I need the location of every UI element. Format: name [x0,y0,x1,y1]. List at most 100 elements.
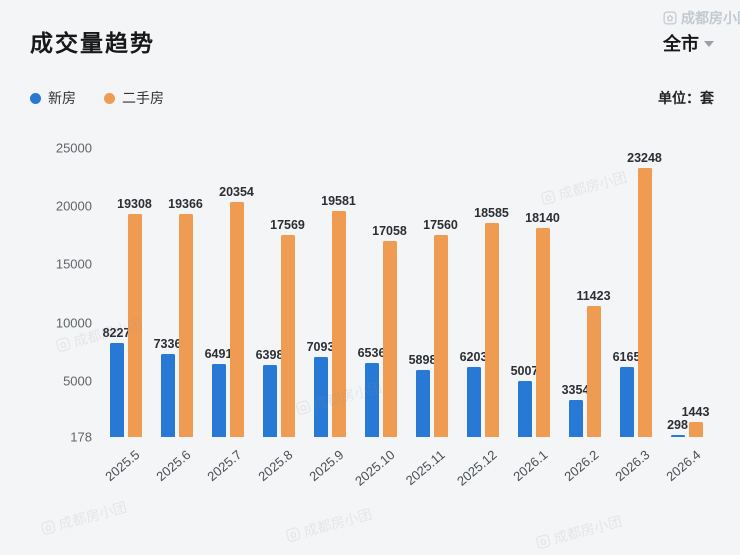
bar-value-label: 17560 [423,217,458,232]
bar-group: 6398 17569 [253,148,305,437]
bar-resale-homes: 11423 [576,289,611,437]
x-axis-cell: 2025.6 [151,441,202,511]
bar-resale-homes: 17560 [423,218,458,437]
x-axis-cell: 2025.9 [304,441,355,511]
bar-value-label: 20354 [219,185,254,200]
house-logo-icon [286,527,301,542]
watermark: 成都房小团 [663,8,740,28]
bar-value-label: 6536 [357,346,386,360]
bar-value-label: 6203 [459,349,488,364]
bar-new-homes: 7093 [307,340,334,437]
bar-value-label: 11423 [576,289,611,304]
bar-value-label: 17569 [270,217,305,232]
watermark: 成都房小团 [534,511,624,553]
page-title: 成交量趋势 [30,30,155,56]
bar-new-homes: 5898 [409,353,436,437]
watermark-text: 成都房小团 [551,512,624,547]
x-axis-label: 2025.12 [453,447,500,489]
x-axis-label: 2025.8 [255,447,296,485]
bar-value-label: 298 [667,417,688,432]
bar-resale-homes: 20354 [219,185,254,437]
bar-value-label: 19366 [168,196,203,211]
y-axis-label: 5000 [63,373,92,389]
bar-value-label: 6491 [204,346,233,361]
bar-value-label: 7093 [306,339,335,354]
x-axis-cell: 2025.12 [453,441,508,511]
legend-item-new-homes[interactable]: 新房 [30,88,76,108]
x-axis-label: 2025.6 [153,447,194,485]
x-axis-cell: 2025.7 [202,441,253,511]
legend-dot-new-homes [30,92,41,104]
unit-label: 单位：套 [658,90,714,106]
x-axis-label: 2025.10 [351,447,398,489]
bar-new-homes: 298 [667,418,688,437]
x-axis-label: 2025.5 [102,447,143,485]
bar-resale-homes: 18585 [474,206,509,437]
bar-new-homes: 6536 [358,346,385,437]
x-axis-label: 2026.2 [561,447,602,485]
x-axis-cell: 2026.2 [559,441,610,511]
x-axis-label: 2026.4 [663,447,704,485]
bar-group: 298 1443 [661,148,712,437]
x-axis-cell: 2026.1 [508,441,559,511]
city-scope-dropdown[interactable]: 全市 [663,30,714,56]
x-axis-label: 2026.1 [510,447,551,485]
bar-value-label: 19308 [117,197,152,212]
y-axis-label: 25000 [55,140,92,156]
bar-resale-homes: 19308 [117,197,152,437]
bar-new-homes: 6203 [460,350,487,437]
x-axis-cell: 2025.8 [253,441,304,511]
bar-value-label: 23248 [627,151,662,166]
bar-group: 5007 18140 [508,148,560,437]
bar-value-label: 8227 [102,326,131,341]
bar-resale-homes: 17569 [270,218,305,437]
x-axis-cell: 2025.11 [403,441,457,511]
bar-group: 6536 17058 [355,148,407,437]
x-axis-cell: 2025.10 [351,441,406,511]
bar-value-label: 17058 [372,223,407,238]
bar-value-label: 5898 [408,353,437,368]
plot-area: 8227 19308 7336 19366 6491 20354 6398 17569 7093… [100,148,712,437]
bar-group: 7093 19581 [304,148,356,437]
bar-value-label: 6165 [612,350,641,365]
bar-new-homes: 6165 [613,350,640,437]
y-axis-label: 10000 [55,315,92,331]
watermark-text: 成都房小团 [681,10,740,26]
x-axis-label: 2025.11 [403,447,449,489]
city-scope-label: 全市 [663,34,699,54]
bar-group: 8227 19308 [100,148,152,437]
y-axis-label: 15000 [55,256,92,272]
bar-group: 3354 11423 [559,148,611,437]
house-logo-icon [536,534,551,549]
bar-group: 6203 18585 [457,148,509,437]
bar-new-homes: 7336 [154,337,181,437]
x-axis-cell: 2026.4 [661,441,712,511]
x-axis-label: 2026.3 [612,447,653,485]
bar-new-homes: 6491 [205,347,232,437]
legend-label: 新房 [48,90,76,106]
bar-resale-homes: 17058 [372,224,407,437]
x-axis-label: 2025.7 [204,447,245,485]
bar-resale-homes: 1443 [682,405,709,437]
bar-value-label: 7336 [153,336,182,351]
bar-group: 7336 19366 [151,148,203,437]
bar-group: 6165 23248 [610,148,662,437]
x-axis-cell: 2025.5 [100,441,151,511]
y-axis-label: 20000 [55,198,92,214]
legend-label: 二手房 [122,90,164,106]
chevron-down-icon [704,41,714,47]
bar-value-label: 18140 [525,210,560,225]
house-logo-icon [41,520,56,535]
bar-new-homes: 5007 [511,364,538,437]
bar-value-label: 18585 [474,205,509,220]
bar-resale-homes: 19366 [168,197,203,437]
bar-value-label: 19581 [321,194,356,209]
bar-group: 6491 20354 [202,148,254,437]
bar-group: 5898 17560 [406,148,458,437]
bar-resale-homes: 23248 [627,151,662,437]
bar-value-label: 3354 [561,383,590,397]
bar-value-label: 1443 [681,405,710,420]
legend-item-resale-homes[interactable]: 二手房 [104,88,164,108]
chart-legend: 新房 二手房 [30,88,164,108]
